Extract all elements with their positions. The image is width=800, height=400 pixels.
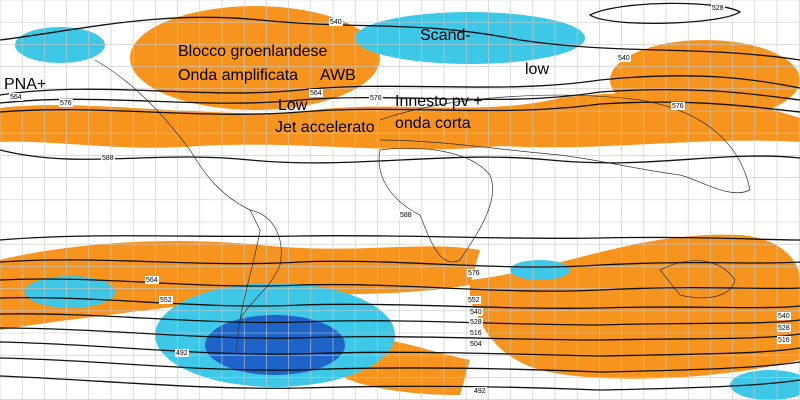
contour-label-bg [473, 387, 487, 395]
annotations: PNA+ Blocco groenlandese Onda amplificata A… [4, 27, 549, 136]
contour-label: 576 [60, 100, 72, 107]
contour-label: 552 [160, 297, 172, 304]
contour-label: 516 [778, 337, 790, 344]
contour-label-bg [469, 318, 483, 326]
contour-label-bg [617, 54, 631, 62]
contour-label: 576 [468, 270, 480, 277]
annotation: Innesto pv + [395, 93, 483, 110]
contour-label: 540 [778, 313, 790, 320]
contour-label-bg [145, 276, 159, 284]
contour-label: 516 [470, 330, 482, 337]
contour-label: 528 [712, 5, 724, 12]
contour-label-bg [59, 99, 73, 107]
contour-label-bg [175, 349, 189, 357]
contour-label: 576 [672, 103, 684, 110]
annotation: Jet accelerato [275, 119, 375, 136]
contour-label-bg [467, 296, 481, 304]
contour-label-bg [711, 4, 725, 12]
annotation: AWB [320, 67, 356, 84]
contour-label: 540 [330, 19, 342, 26]
contour-label: 492 [474, 388, 486, 395]
contour-label-bg [469, 329, 483, 337]
annotation: Scand- [420, 27, 471, 44]
annotation: PNA+ [4, 76, 46, 93]
contour-label: 528 [778, 325, 790, 332]
contour-label: 576 [370, 95, 382, 102]
contour-label: 528 [470, 319, 482, 326]
contour-label-bg [777, 324, 791, 332]
contour-label-bg [469, 308, 483, 316]
contour-labels: 528 540 540 564 576 564 576 576 588 588 576 564 552 5… [9, 4, 791, 395]
contour-label-bg [671, 102, 685, 110]
annotation: onda corta [395, 115, 471, 132]
contour-label-bg [159, 296, 173, 304]
contour-label: 540 [618, 55, 630, 62]
contour-label-bg [101, 154, 115, 162]
contour-label-bg [467, 269, 481, 277]
contour-label: 552 [468, 297, 480, 304]
contour-label: 540 [470, 309, 482, 316]
contour-label-bg [309, 89, 323, 97]
annotation: Low [278, 97, 308, 114]
annotation: Onda amplificata [178, 67, 298, 84]
contour-label-bg [329, 18, 343, 26]
contours [0, 2, 800, 391]
contour-label-bg [399, 211, 413, 219]
contour-label: 564 [146, 277, 158, 284]
contour-label-bg [469, 340, 483, 348]
contour-label: 588 [102, 155, 114, 162]
contour-label: 588 [400, 212, 412, 219]
contour-label-bg [9, 93, 23, 101]
contour-label-bg [777, 336, 791, 344]
coastlines [94, 59, 751, 351]
contour-label: 564 [10, 94, 22, 101]
contour-label: 564 [310, 90, 322, 97]
annotation: low [525, 61, 549, 78]
contour-label: 492 [176, 350, 188, 357]
contour-label-bg [777, 312, 791, 320]
annotation: Blocco groenlandese [178, 43, 328, 60]
contour-label-bg [369, 94, 383, 102]
contour-label: 504 [470, 341, 482, 348]
